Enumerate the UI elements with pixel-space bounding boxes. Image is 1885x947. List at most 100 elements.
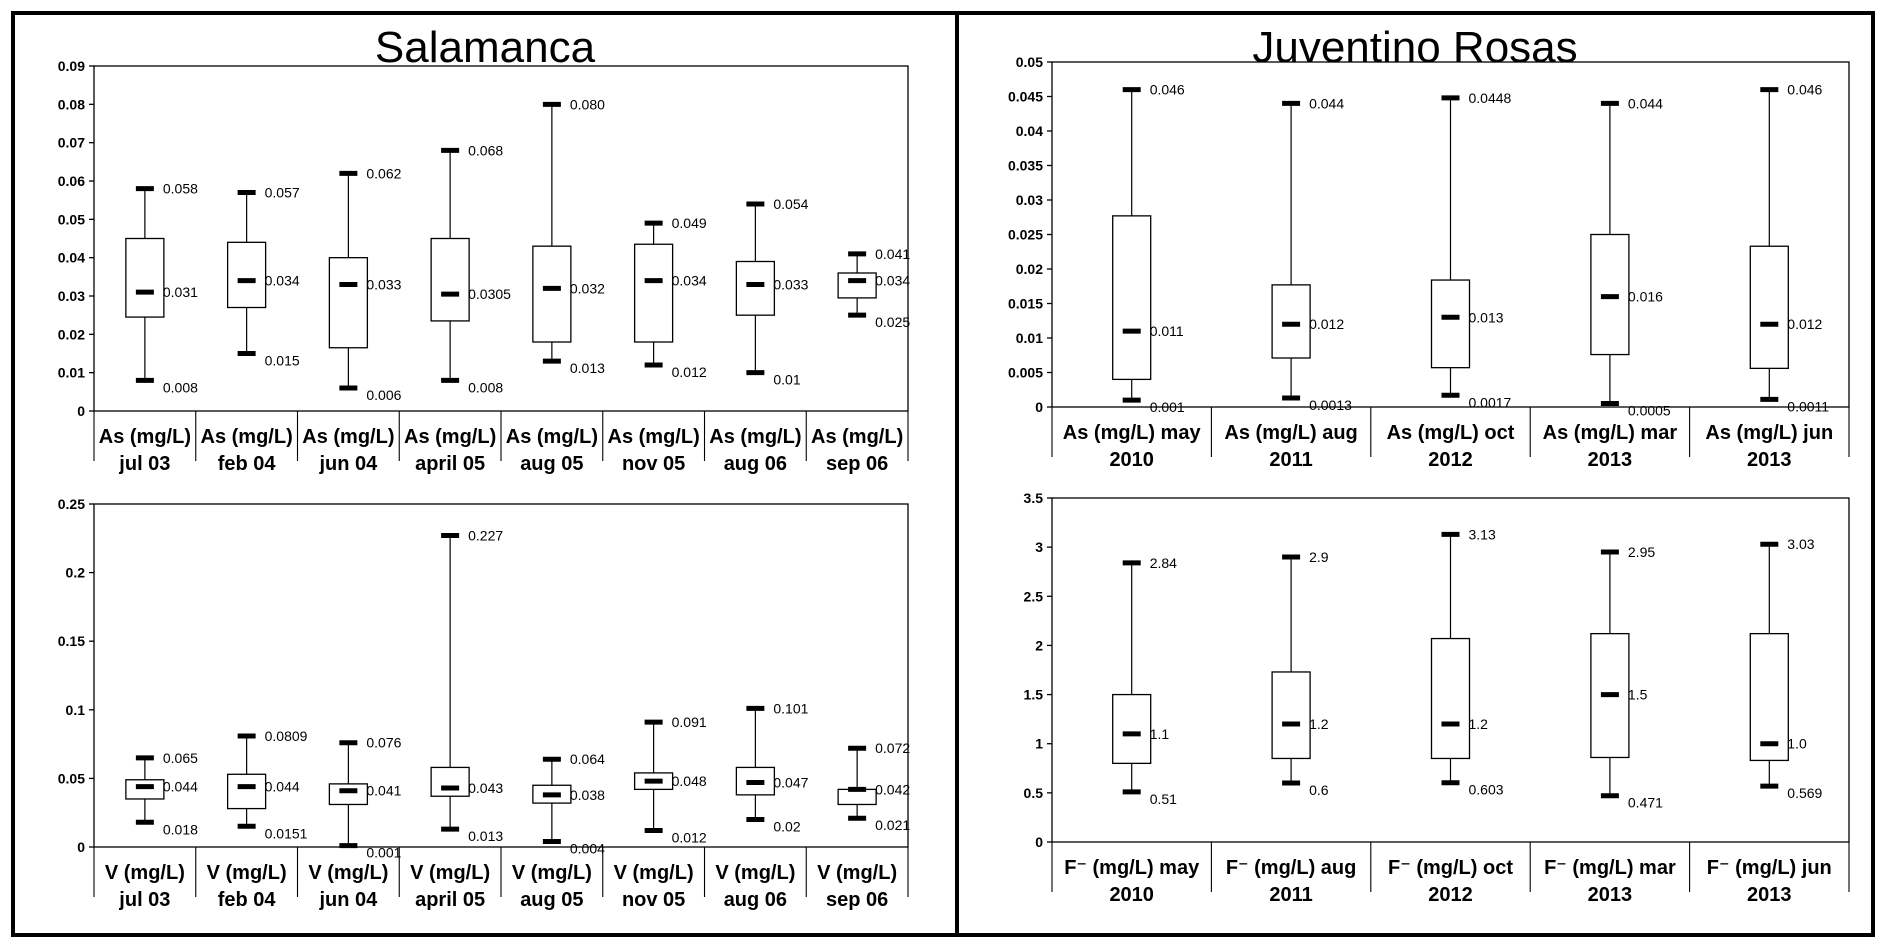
category-label: As (mg/L) <box>302 426 394 448</box>
box <box>1112 215 1152 381</box>
min-label: 0.51 <box>1150 791 1177 807</box>
max-label: 3.13 <box>1469 526 1496 542</box>
y-tick-label: 0.035 <box>1008 158 1043 174</box>
box <box>1271 671 1311 760</box>
category-label: aug 05 <box>520 889 583 911</box>
box-plot-item: 3.13 1.2 0.603 <box>1430 526 1504 798</box>
box-plot-item: 2.84 1.1 0.51 <box>1112 555 1177 807</box>
category-label: As (mg/L) <box>201 426 293 448</box>
category-label: april 05 <box>415 453 485 475</box>
box-plot-item: 0.058 0.031 0.008 <box>125 181 198 395</box>
y-tick-label: 0 <box>77 839 85 855</box>
min-label: 0.013 <box>570 360 605 376</box>
category-label: jun 04 <box>318 453 378 475</box>
box-plot-item: 3.03 1.0 0.569 <box>1749 536 1823 801</box>
min-label: 0.603 <box>1469 782 1504 798</box>
box <box>837 272 877 299</box>
category-label: 2010 <box>1109 884 1154 906</box>
box-plot-item: 0.0809 0.044 0.0151 <box>226 728 308 841</box>
category-label: As (mg/L) aug <box>1224 422 1357 444</box>
box-plot-item: 0.054 0.033 0.01 <box>735 196 809 388</box>
box-plot-item: 0.064 0.038 0.004 <box>532 751 605 857</box>
median-label: 0.0305 <box>468 286 511 302</box>
min-label: 0.001 <box>1150 399 1185 415</box>
max-label: 0.091 <box>672 714 707 730</box>
y-tick-label: 1 <box>1035 736 1043 752</box>
box-plot-item: 0.049 0.034 0.012 <box>633 215 707 380</box>
category-label: feb 04 <box>218 889 277 911</box>
y-tick-label: 0.05 <box>1016 54 1043 70</box>
min-label: 0.02 <box>773 819 800 835</box>
box <box>125 237 165 318</box>
max-label: 0.044 <box>1309 95 1344 111</box>
min-label: 0.0013 <box>1309 397 1352 413</box>
min-label: 0.008 <box>468 379 503 395</box>
category-label: As (mg/L) <box>506 426 598 448</box>
category-label: As (mg/L) <box>99 426 191 448</box>
max-label: 0.080 <box>570 96 605 112</box>
category-label: feb 04 <box>218 453 277 475</box>
median-label: 0.048 <box>672 773 707 789</box>
box-plot-item: 0.068 0.0305 0.008 <box>430 142 511 395</box>
category-label: As (mg/L) mar <box>1543 422 1678 444</box>
box-plot-item: 0.041 0.034 0.025 <box>837 246 910 330</box>
max-label: 0.049 <box>672 215 707 231</box>
y-tick-label: 0.04 <box>1016 123 1043 139</box>
category-label: nov 05 <box>622 453 685 475</box>
max-label: 0.058 <box>163 181 198 197</box>
y-tick-label: 0 <box>77 403 85 419</box>
category-label: jul 03 <box>118 453 170 475</box>
min-label: 0.0017 <box>1469 394 1512 410</box>
box-plot-item: 0.091 0.048 0.012 <box>633 714 707 846</box>
y-tick-label: 3.5 <box>1024 490 1044 506</box>
box-plot-item: 0.044 0.012 0.0013 <box>1271 95 1352 413</box>
max-label: 0.057 <box>265 185 300 201</box>
min-label: 0.0011 <box>1787 398 1829 414</box>
y-tick-label: 0.045 <box>1008 89 1043 105</box>
box <box>328 257 369 349</box>
y-tick-label: 0.09 <box>58 58 85 74</box>
median-label: 0.047 <box>773 775 808 791</box>
y-tick-label: 0.015 <box>1008 296 1043 312</box>
plot-area <box>1051 497 1850 843</box>
min-label: 0.012 <box>672 830 707 846</box>
box-plot-item: 0.044 0.016 0.0005 <box>1590 95 1671 419</box>
min-label: 0.021 <box>875 817 910 833</box>
median-label: 0.031 <box>163 284 198 300</box>
median-label: 0.034 <box>875 273 910 289</box>
min-label: 0.025 <box>875 314 910 330</box>
median-label: 0.032 <box>570 280 605 296</box>
box-plot-item: 2.9 1.2 0.6 <box>1271 549 1329 798</box>
box <box>1749 245 1789 370</box>
min-label: 0.012 <box>672 364 707 380</box>
box <box>532 245 572 343</box>
category-label: As (mg/L) <box>811 426 903 448</box>
box <box>735 260 776 316</box>
max-label: 2.84 <box>1150 555 1177 571</box>
category-label: V (mg/L) <box>207 862 287 884</box>
min-label: 0.004 <box>570 841 605 857</box>
min-label: 0.471 <box>1628 795 1663 811</box>
median-label: 0.012 <box>1309 316 1344 332</box>
y-tick-label: 0.03 <box>1016 192 1043 208</box>
median-label: 1.2 <box>1469 716 1489 732</box>
max-label: 0.0448 <box>1469 90 1512 106</box>
chart-as-salamanca: 0 0.01 0.02 0.03 0.04 0.05 0.06 0.07 0.08 0.09 As … <box>58 58 911 475</box>
max-label: 0.062 <box>366 165 401 181</box>
median-label: 0.034 <box>265 273 300 289</box>
salamanca-title: Salamanca <box>374 23 596 72</box>
max-label: 0.0809 <box>265 728 308 744</box>
box-plot-item: 0.046 0.012 0.0011 <box>1749 82 1829 414</box>
category-label: F⁻ (mg/L) aug <box>1226 857 1357 879</box>
category-label: sep 06 <box>826 889 888 911</box>
category-label: 2013 <box>1747 884 1792 906</box>
box-plot-item: 0.0448 0.013 0.0017 <box>1430 90 1512 410</box>
category-label: F⁻ (mg/L) may <box>1064 857 1200 879</box>
max-label: 0.068 <box>468 142 503 158</box>
box-plot-item: 0.227 0.043 0.013 <box>430 528 503 844</box>
y-tick-label: 0.15 <box>58 633 85 649</box>
min-label: 0.008 <box>163 379 198 395</box>
category-label: 2013 <box>1588 884 1633 906</box>
y-tick-label: 0.02 <box>1016 261 1043 277</box>
